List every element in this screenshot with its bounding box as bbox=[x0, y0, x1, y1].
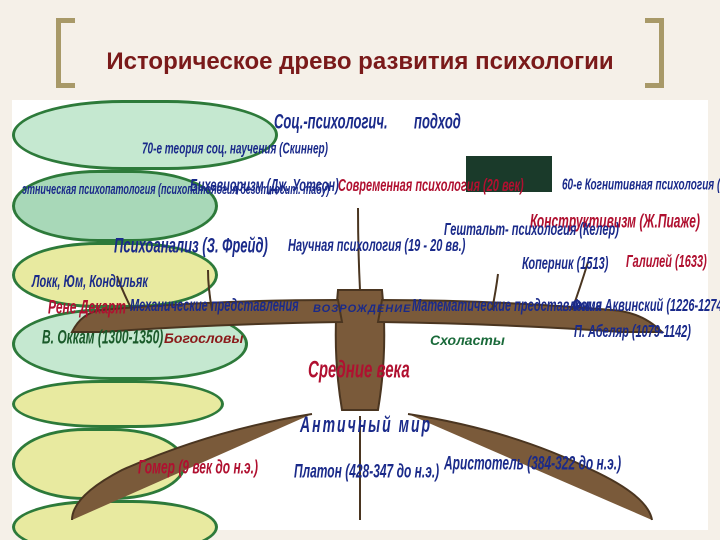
lbl-soc: Соц.-психологич. bbox=[274, 110, 388, 134]
lbl-copernic: Коперник (1513) bbox=[522, 254, 608, 273]
lbl-plato: Платон (428-347 до н.э.) bbox=[294, 460, 439, 482]
lbl-renaiss: ВОЗРОЖДЕНИЕ bbox=[313, 303, 411, 315]
lbl-homer: Гомер (9 век до н.э.) bbox=[138, 456, 258, 478]
lbl-galileo: Галилей (1633) bbox=[626, 252, 707, 271]
lbl-psychoanal: Психоанализ (З. Фрейд) bbox=[114, 234, 268, 258]
tree-diagram: Соц.-психологич. подход 70-е теория соц.… bbox=[12, 100, 708, 530]
lbl-aristotle: Аристотель (384-322 до н.э.) bbox=[444, 452, 621, 474]
lbl-scientific: Научная психология (19 - 20 вв.) bbox=[288, 236, 465, 255]
lbl-gestalt: Гештальт- психология (Келер) bbox=[444, 220, 619, 239]
lbl-ancient: Античный мир bbox=[300, 411, 432, 437]
lbl-abelard: П. Абеляр (1079-1142) bbox=[574, 322, 691, 341]
lbl-podhod: подход bbox=[414, 110, 461, 134]
lbl-cognitive: 60-е Когнитивная психология (У.Найссер) bbox=[562, 177, 720, 195]
lbl-middle: Средние века bbox=[308, 357, 410, 384]
lbl-behav: Бихевиоризм (Дж. Уотсон) bbox=[190, 176, 339, 195]
lbl-theolog: Богословы bbox=[164, 330, 243, 346]
lbl-modern: Современная психология (20 век) bbox=[338, 176, 524, 195]
lbl-skinner: 70-е теория соц. научения (Скиннер) bbox=[142, 141, 328, 159]
lbl-aquinas: Фома Аквинский (1226-1274) bbox=[572, 296, 720, 315]
lbl-descartes: Рене Декарт bbox=[48, 296, 126, 318]
lbl-mechrep: Механические представления bbox=[130, 296, 299, 315]
lbl-scholast: Схоласты bbox=[430, 332, 505, 348]
lbl-occam: В. Оккам (1300-1350) bbox=[42, 326, 163, 348]
slide-title: Историческое древо развития психологии bbox=[0, 48, 720, 76]
lbl-locke: Локк, Юм, Кондильяк bbox=[32, 272, 148, 291]
